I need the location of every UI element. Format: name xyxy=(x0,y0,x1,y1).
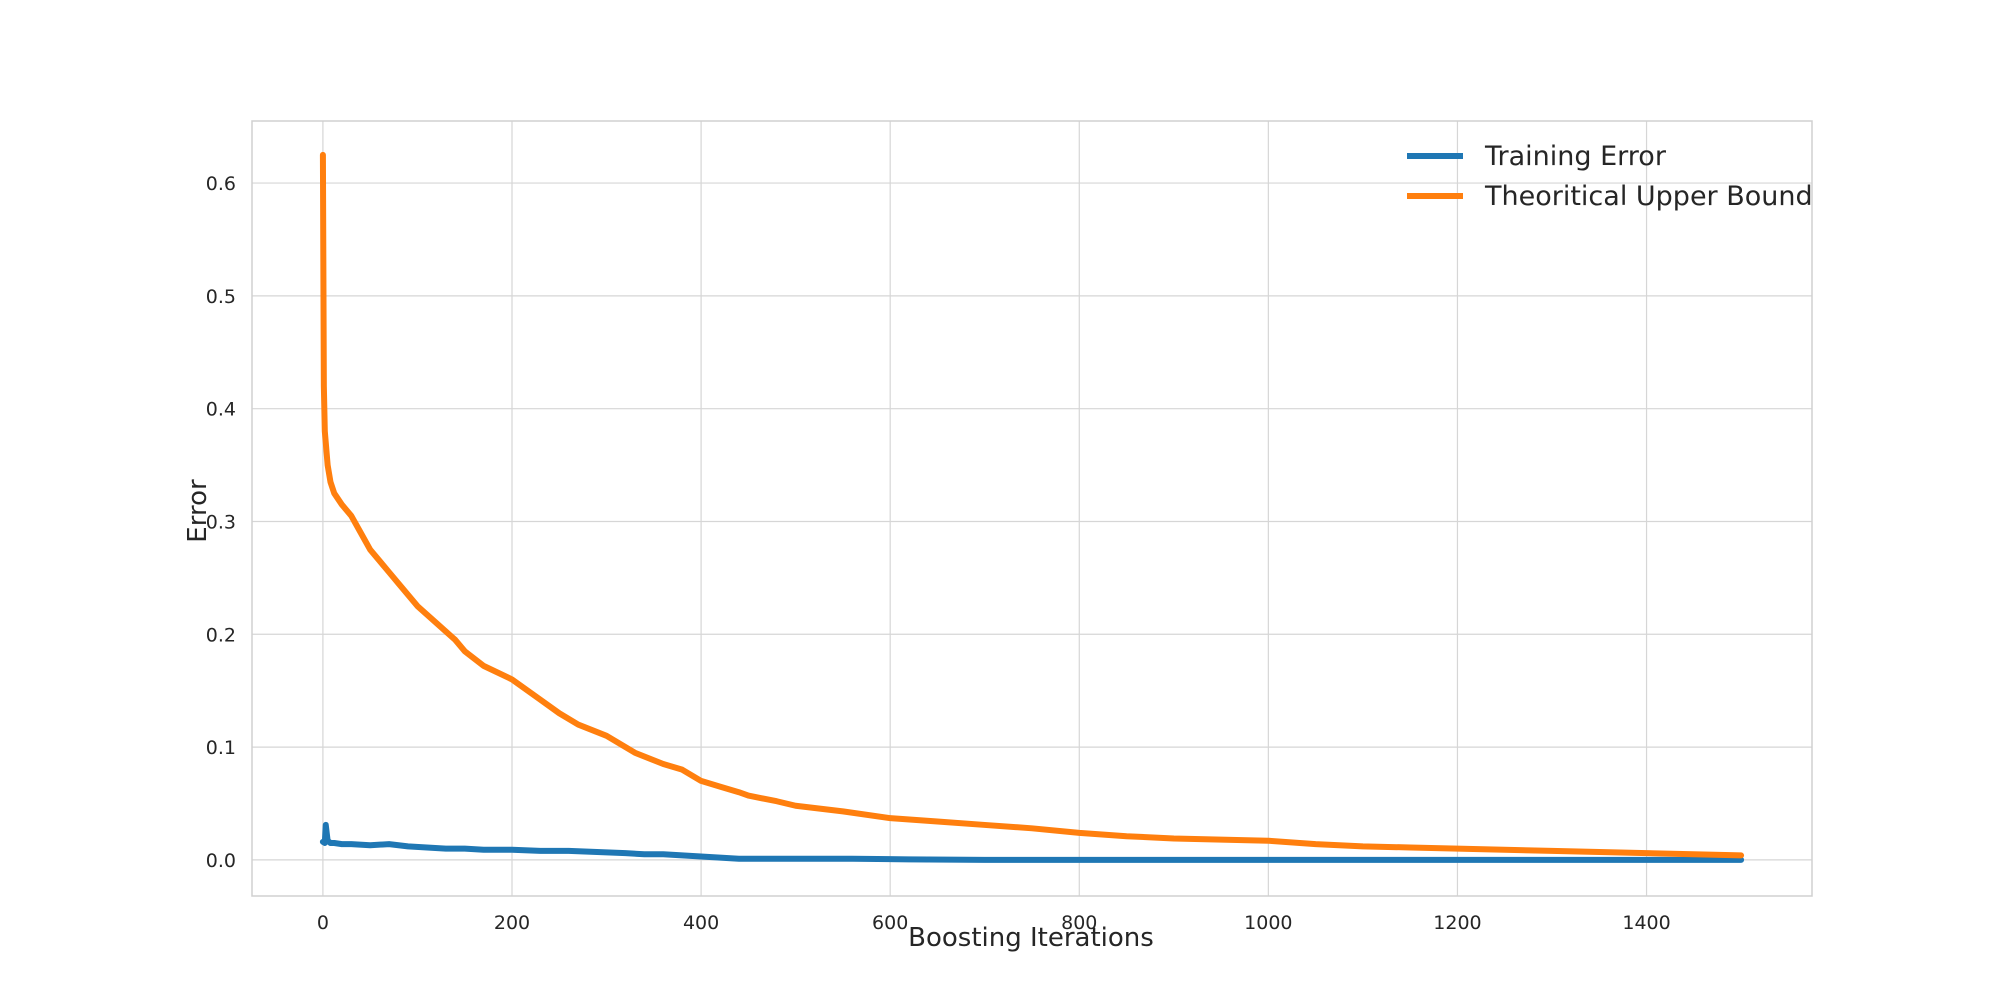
tick-labels: 0 200 400 600 800 1000 1200 1400 0.0 0.1 0.2 0.3 0.4… xyxy=(206,173,1671,934)
x-tick-label: 800 xyxy=(1061,912,1097,934)
legend-label-theoritical-upper-bound: Theoritical Upper Bound xyxy=(1484,181,1813,212)
y-tick-label: 0.3 xyxy=(206,511,236,533)
y-tick-label: 0.6 xyxy=(206,173,236,195)
x-axis-label: Boosting Iterations xyxy=(908,923,1154,953)
y-tick-label: 0.2 xyxy=(206,624,236,646)
y-tick-label: 0.4 xyxy=(206,399,236,421)
grid xyxy=(252,121,1812,896)
series-line-training-error xyxy=(319,821,1745,863)
x-tick-label: 1200 xyxy=(1433,912,1481,934)
x-tick-label: 200 xyxy=(494,912,530,934)
y-tick-label: 0.5 xyxy=(206,286,236,308)
legend: Training Error Theoritical Upper Bound xyxy=(1407,141,1813,212)
y-tick-label: 0.0 xyxy=(206,850,236,872)
x-tick-label: 1000 xyxy=(1244,912,1292,934)
plot-frame xyxy=(251,120,1813,897)
x-tick-label: 0 xyxy=(317,912,329,934)
legend-label-training-error: Training Error xyxy=(1484,141,1667,172)
y-tick-label: 0.1 xyxy=(206,737,236,759)
x-tick-label: 1400 xyxy=(1622,912,1670,934)
x-tick-label: 600 xyxy=(872,912,908,934)
x-tick-label: 400 xyxy=(683,912,719,934)
series-lines xyxy=(319,151,1745,863)
series-line-theoritical-upper-bound xyxy=(319,151,1745,859)
y-axis-label: Error xyxy=(183,479,213,543)
